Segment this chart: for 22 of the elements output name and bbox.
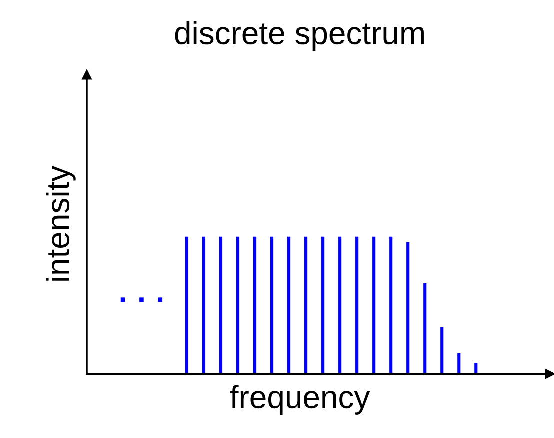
- bar: [372, 236, 376, 374]
- text: · · ·: [120, 298, 163, 302]
- bar: [390, 236, 393, 374]
- bar: [474, 363, 478, 374]
- bar: [406, 242, 410, 374]
- y-axis-title: intensity: [46, 166, 76, 281]
- bar: [440, 327, 444, 374]
- bar: [202, 236, 206, 374]
- bar: [356, 236, 359, 374]
- bar: [322, 236, 325, 374]
- x-axis-title: frequency: [230, 385, 370, 415]
- bar: [236, 236, 240, 374]
- bar: [288, 236, 291, 374]
- bar: [338, 236, 342, 374]
- bar: [458, 353, 461, 374]
- chart-title: discrete spectrum: [175, 21, 424, 51]
- bar: [424, 283, 427, 374]
- bar: [185, 236, 189, 374]
- bar: [270, 236, 274, 374]
- bar: [219, 236, 223, 374]
- bar: [304, 236, 308, 374]
- bar: [253, 236, 257, 374]
